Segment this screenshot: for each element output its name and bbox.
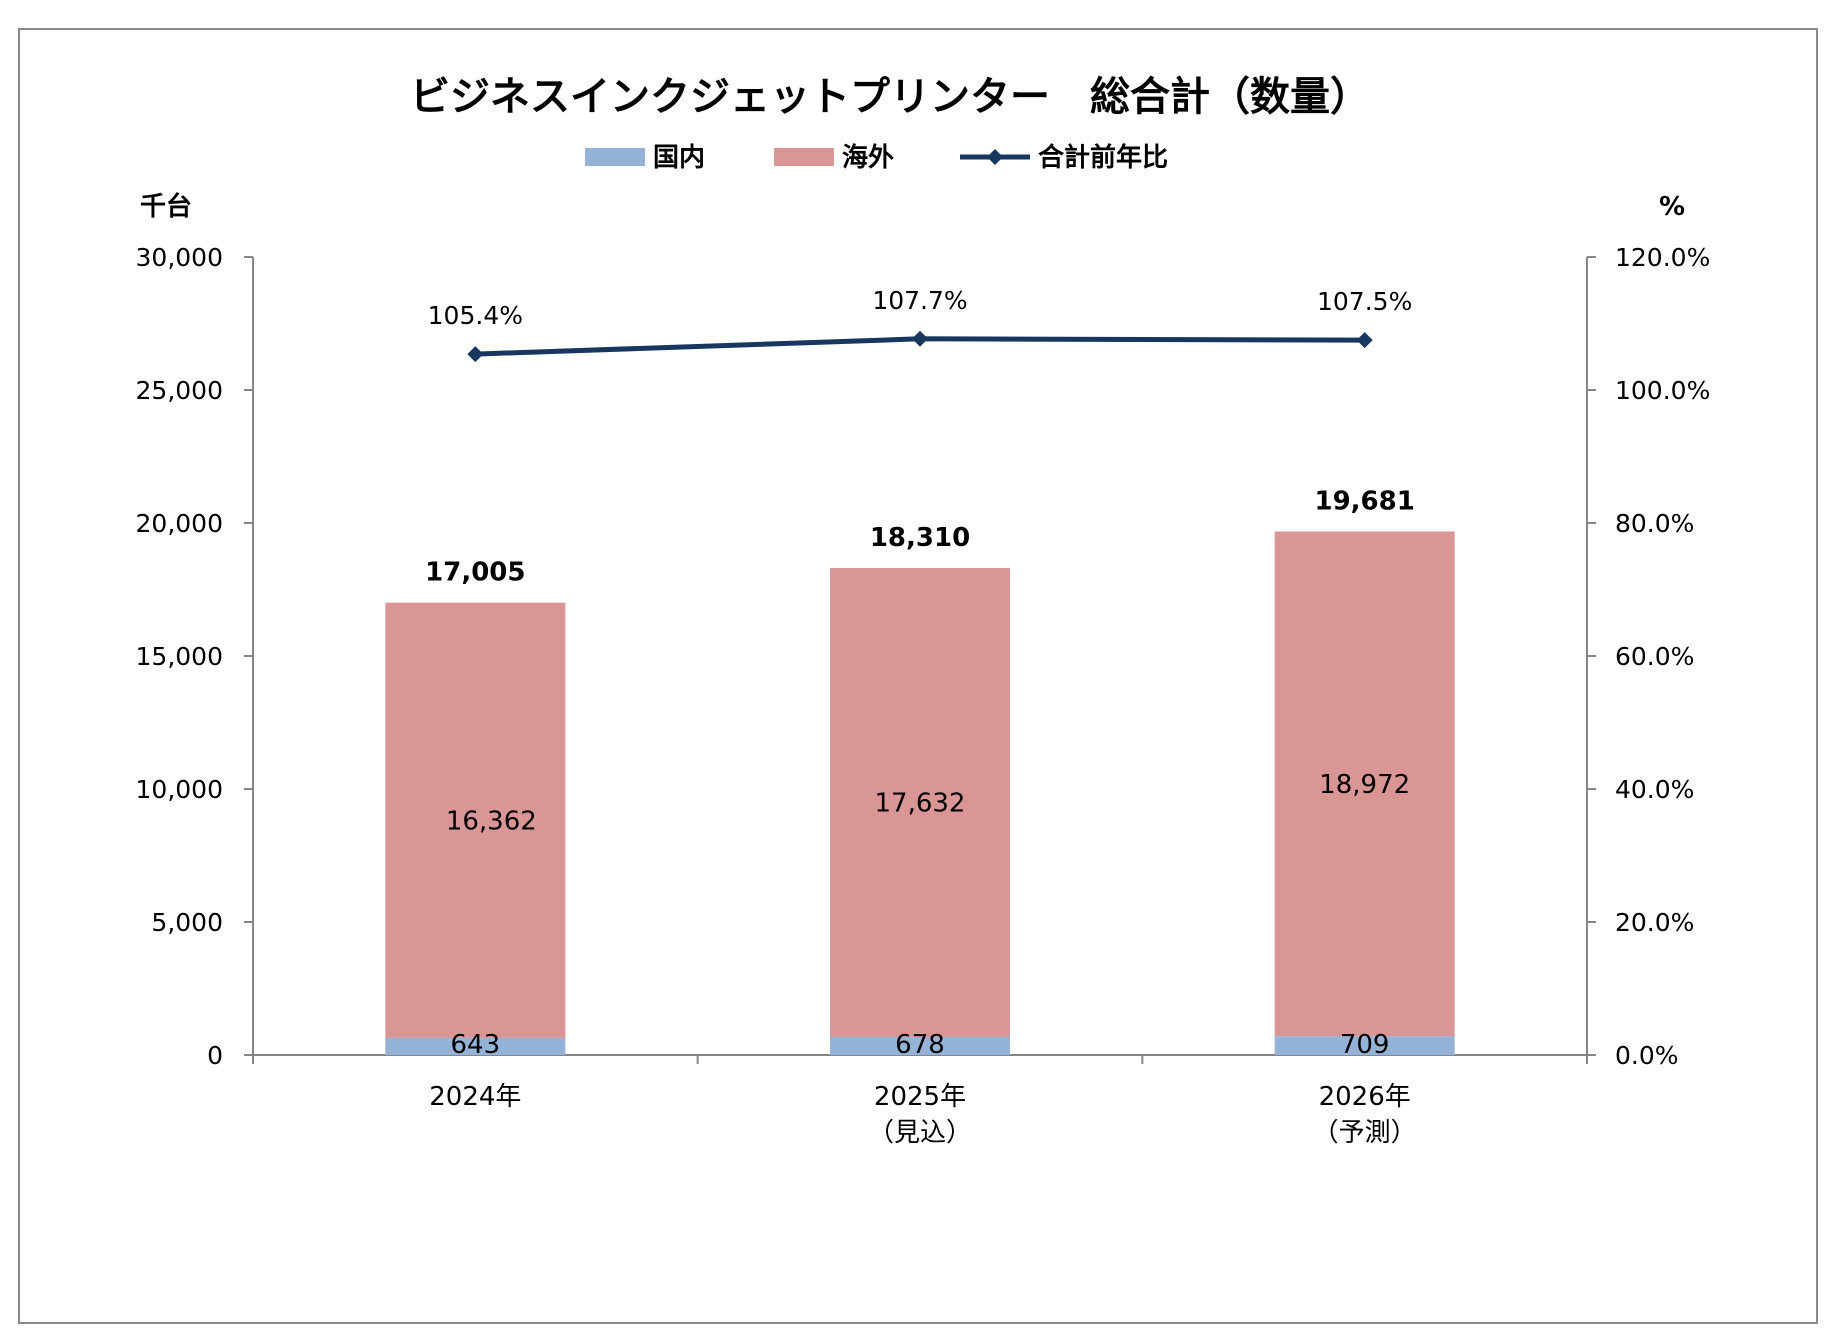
right-tick-label: 100.0% — [1615, 376, 1710, 405]
legend-label: 国内 — [653, 143, 705, 173]
chart-title: ビジネスインクジェットプリンター 総合計（数量） — [410, 74, 1370, 120]
ratio-value-label: 107.5% — [1317, 287, 1412, 316]
legend-item: 合計前年比 — [960, 142, 1168, 173]
chart-legend: 国内 海外 合計前年比 — [585, 142, 1168, 173]
overseas-value-label: 17,632 — [875, 788, 966, 818]
legend-swatch — [585, 148, 645, 166]
total-value-label: 17,005 — [425, 558, 525, 588]
bar-segment-海外 — [1274, 531, 1455, 1037]
ratio-marker — [912, 330, 928, 347]
x-category-line: 2024年 — [429, 1082, 521, 1112]
ratio-marker — [1356, 332, 1373, 349]
left-tick-label: 5,000 — [151, 908, 223, 937]
right-tick-label: 20.0% — [1615, 908, 1694, 937]
x-category-label: 2024年 — [429, 1082, 521, 1112]
bar-segment-海外 — [830, 567, 1010, 1037]
bar-segment-海外 — [385, 602, 566, 1038]
bar-segment-国内 — [385, 1037, 566, 1055]
right-tick-label: 60.0% — [1615, 642, 1694, 671]
chart-svg: ビジネスインクジェットプリンター 総合計（数量） 国内 海外 合計前年比 千台 % … — [136, 74, 1711, 1148]
x-category-line: 2026年 — [1319, 1082, 1411, 1112]
right-tick-label: 0.0% — [1615, 1041, 1679, 1070]
ratio-marker — [467, 346, 484, 363]
legend-label: 海外 — [842, 143, 894, 173]
domestic-value-label: 678 — [895, 1030, 945, 1060]
x-category-line: （見込） — [868, 1118, 972, 1148]
left-tick-label: 0 — [207, 1041, 223, 1070]
domestic-value-label: 709 — [1340, 1030, 1390, 1060]
right-axis-unit: % — [1659, 192, 1685, 222]
total-value-label: 18,310 — [870, 523, 970, 553]
left-tick-label: 15,000 — [136, 642, 223, 671]
overseas-value-label: 16,362 — [446, 806, 537, 836]
x-category-label: 2025年 （見込） — [868, 1082, 972, 1148]
right-tick-label: 40.0% — [1615, 775, 1694, 804]
chart-frame: ビジネスインクジェットプリンター 総合計（数量） 国内 海外 合計前年比 千台 % … — [18, 28, 1818, 1324]
ratio-value-label: 105.4% — [428, 301, 523, 330]
left-axis-unit: 千台 — [140, 191, 192, 222]
left-tick-label: 10,000 — [136, 775, 223, 804]
overseas-value-label: 18,972 — [1319, 770, 1410, 800]
left-tick-label: 30,000 — [136, 243, 223, 272]
total-value-label: 19,681 — [1314, 486, 1414, 516]
legend-item: 海外 — [774, 143, 894, 173]
x-category-line: 2025年 — [874, 1082, 966, 1112]
legend-swatch — [774, 148, 834, 166]
domestic-value-label: 643 — [451, 1030, 501, 1060]
x-category-line: （予測） — [1313, 1118, 1417, 1148]
x-category-label: 2026年 （予測） — [1313, 1082, 1417, 1148]
bar-segment-国内 — [830, 1036, 1010, 1055]
legend-marker — [987, 149, 1003, 165]
plot-area: 0 5,000 10,000 15,000 20,000 25,000 30,000 0.0%… — [136, 243, 1711, 1148]
legend-label: 合計前年比 — [1038, 142, 1168, 173]
ratio-value-label: 107.7% — [872, 286, 967, 315]
right-tick-label: 80.0% — [1615, 509, 1694, 538]
bar-segment-国内 — [1274, 1036, 1455, 1055]
left-tick-label: 20,000 — [136, 509, 223, 538]
right-tick-label: 120.0% — [1615, 243, 1710, 272]
left-tick-label: 25,000 — [136, 376, 223, 405]
legend-item: 国内 — [585, 143, 705, 173]
